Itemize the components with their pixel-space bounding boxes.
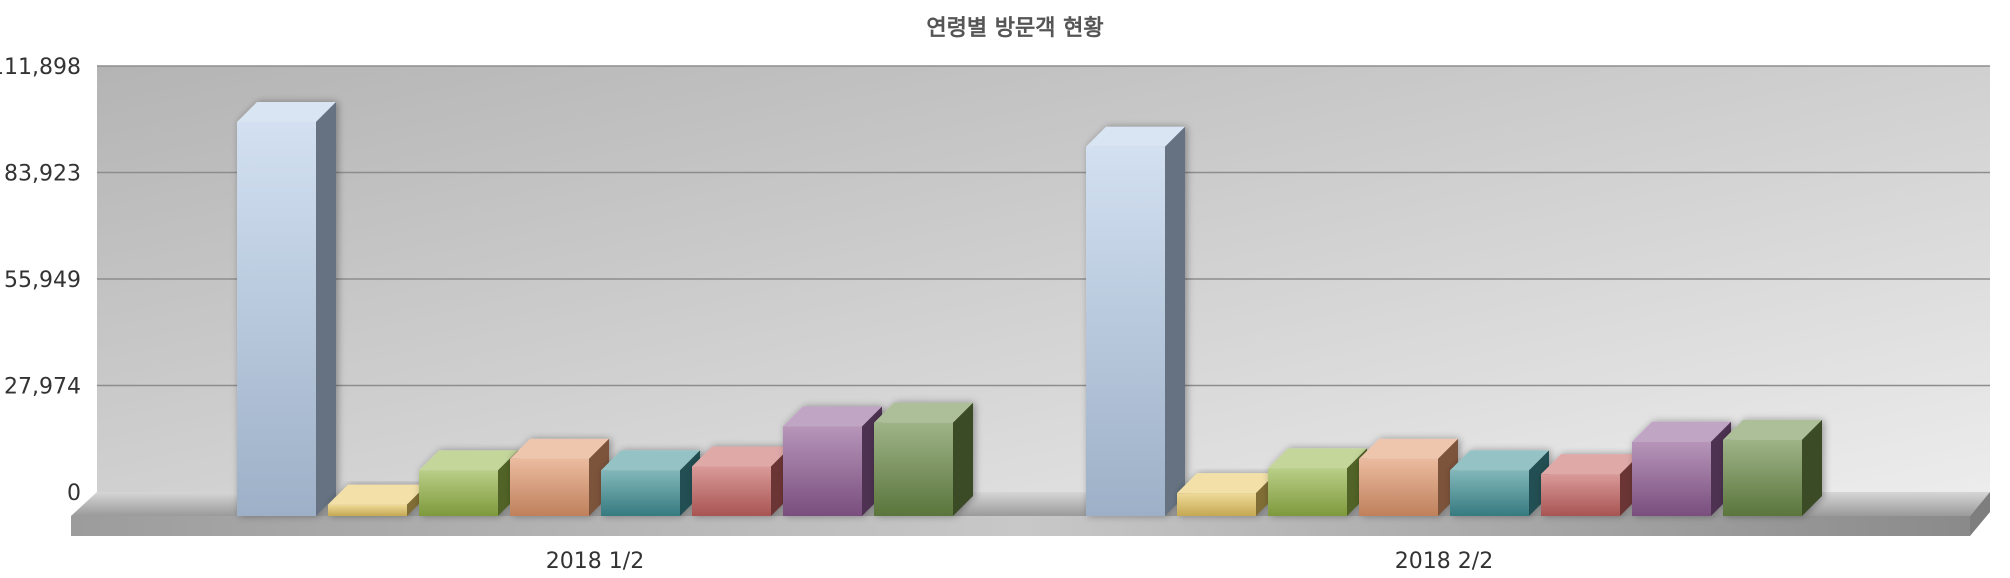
chart-floor-front xyxy=(71,516,1970,536)
y-tick-label: 27,974 xyxy=(4,375,81,400)
chart-floor-side xyxy=(1970,492,1990,536)
bar xyxy=(237,101,336,517)
y-tick-label: 55,949 xyxy=(4,268,81,293)
bar xyxy=(1177,473,1276,516)
bar xyxy=(601,450,700,516)
bar xyxy=(874,402,973,516)
bar xyxy=(1268,448,1367,516)
bar xyxy=(783,406,882,516)
bar xyxy=(692,446,791,516)
bar xyxy=(1541,454,1640,516)
bar xyxy=(510,438,609,516)
bar xyxy=(1359,438,1458,516)
bar xyxy=(1723,419,1822,516)
y-tick-label: 111,898 xyxy=(0,55,81,80)
bar xyxy=(1632,421,1731,516)
y-tick-label: 0 xyxy=(67,481,81,506)
x-category-label: 2018 1/2 xyxy=(546,549,644,574)
chart-title: 연령별 방문객 현황 xyxy=(926,16,1103,41)
bar xyxy=(1086,126,1185,517)
bar xyxy=(419,450,518,516)
bar xyxy=(1450,450,1549,516)
y-tick-label: 83,923 xyxy=(4,162,81,187)
x-category-label: 2018 2/2 xyxy=(1395,549,1493,574)
